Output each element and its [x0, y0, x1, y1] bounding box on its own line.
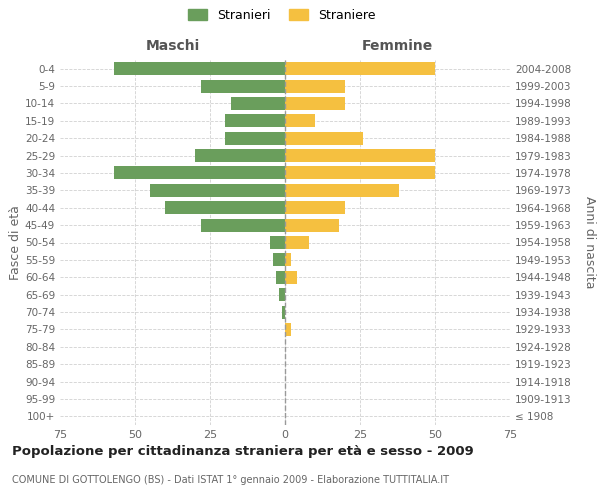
Bar — [195, 149, 285, 162]
Bar — [279, 288, 285, 301]
Bar — [285, 62, 435, 75]
Text: COMUNE DI GOTTOLENGO (BS) - Dati ISTAT 1° gennaio 2009 - Elaborazione TUTTITALIA: COMUNE DI GOTTOLENGO (BS) - Dati ISTAT 1… — [12, 475, 449, 485]
Bar — [285, 236, 309, 249]
Bar — [285, 323, 291, 336]
Bar — [285, 218, 339, 232]
Text: Popolazione per cittadinanza straniera per età e sesso - 2009: Popolazione per cittadinanza straniera p… — [12, 445, 474, 458]
Y-axis label: Fasce di età: Fasce di età — [9, 205, 22, 280]
Bar — [282, 306, 285, 318]
Bar — [165, 201, 285, 214]
Bar — [201, 218, 285, 232]
Bar — [285, 184, 399, 197]
Bar — [285, 80, 345, 92]
Bar — [225, 114, 285, 128]
Bar — [285, 270, 297, 284]
Bar — [114, 166, 285, 179]
Bar — [285, 166, 435, 179]
Bar — [285, 201, 345, 214]
Bar — [285, 97, 345, 110]
Bar — [150, 184, 285, 197]
Text: Maschi: Maschi — [145, 39, 200, 53]
Bar — [225, 132, 285, 144]
Bar — [285, 132, 363, 144]
Legend: Stranieri, Straniere: Stranieri, Straniere — [188, 8, 376, 22]
Bar — [285, 149, 435, 162]
Bar — [276, 270, 285, 284]
Bar — [273, 254, 285, 266]
Bar — [201, 80, 285, 92]
Bar — [285, 254, 291, 266]
Bar — [285, 114, 315, 128]
Y-axis label: Anni di nascita: Anni di nascita — [583, 196, 596, 289]
Bar — [114, 62, 285, 75]
Bar — [231, 97, 285, 110]
Text: Femmine: Femmine — [362, 39, 433, 53]
Bar — [270, 236, 285, 249]
